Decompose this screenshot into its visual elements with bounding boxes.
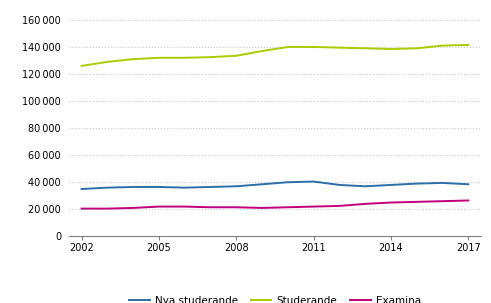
Examina bbox=[285, 205, 291, 209]
Nya studerande bbox=[388, 183, 394, 187]
Examina bbox=[233, 205, 239, 209]
Studerande bbox=[79, 64, 84, 68]
Examina bbox=[156, 205, 162, 208]
Studerande bbox=[233, 54, 239, 58]
Examina bbox=[414, 200, 420, 204]
Nya studerande bbox=[233, 185, 239, 188]
Examina bbox=[439, 199, 445, 203]
Line: Studerande: Studerande bbox=[82, 45, 468, 66]
Studerande bbox=[156, 56, 162, 60]
Nya studerande bbox=[311, 180, 317, 183]
Line: Nya studerande: Nya studerande bbox=[82, 181, 468, 189]
Line: Examina: Examina bbox=[82, 201, 468, 208]
Nya studerande bbox=[439, 181, 445, 185]
Nya studerande bbox=[130, 185, 136, 189]
Examina bbox=[79, 207, 84, 210]
Examina bbox=[259, 206, 265, 210]
Examina bbox=[362, 202, 368, 206]
Examina bbox=[208, 205, 214, 209]
Studerande bbox=[182, 56, 188, 60]
Nya studerande bbox=[285, 180, 291, 184]
Nya studerande bbox=[362, 185, 368, 188]
Examina bbox=[182, 205, 188, 208]
Nya studerande bbox=[465, 182, 471, 186]
Nya studerande bbox=[208, 185, 214, 189]
Studerande bbox=[130, 57, 136, 61]
Studerande bbox=[414, 46, 420, 50]
Examina bbox=[336, 204, 342, 208]
Nya studerande bbox=[79, 187, 84, 191]
Nya studerande bbox=[105, 186, 110, 189]
Examina bbox=[105, 207, 110, 210]
Examina bbox=[311, 205, 317, 208]
Studerande bbox=[439, 44, 445, 48]
Studerande bbox=[388, 47, 394, 51]
Nya studerande bbox=[259, 182, 265, 186]
Studerande bbox=[259, 49, 265, 53]
Nya studerande bbox=[336, 183, 342, 187]
Studerande bbox=[311, 45, 317, 49]
Legend: Nya studerande, Studerande, Examina: Nya studerande, Studerande, Examina bbox=[125, 291, 425, 303]
Studerande bbox=[105, 60, 110, 64]
Nya studerande bbox=[182, 186, 188, 189]
Examina bbox=[130, 206, 136, 210]
Nya studerande bbox=[414, 182, 420, 185]
Nya studerande bbox=[156, 185, 162, 189]
Studerande bbox=[465, 43, 471, 47]
Examina bbox=[388, 201, 394, 204]
Studerande bbox=[208, 55, 214, 59]
Studerande bbox=[285, 45, 291, 49]
Examina bbox=[465, 199, 471, 202]
Studerande bbox=[362, 46, 368, 50]
Studerande bbox=[336, 46, 342, 49]
